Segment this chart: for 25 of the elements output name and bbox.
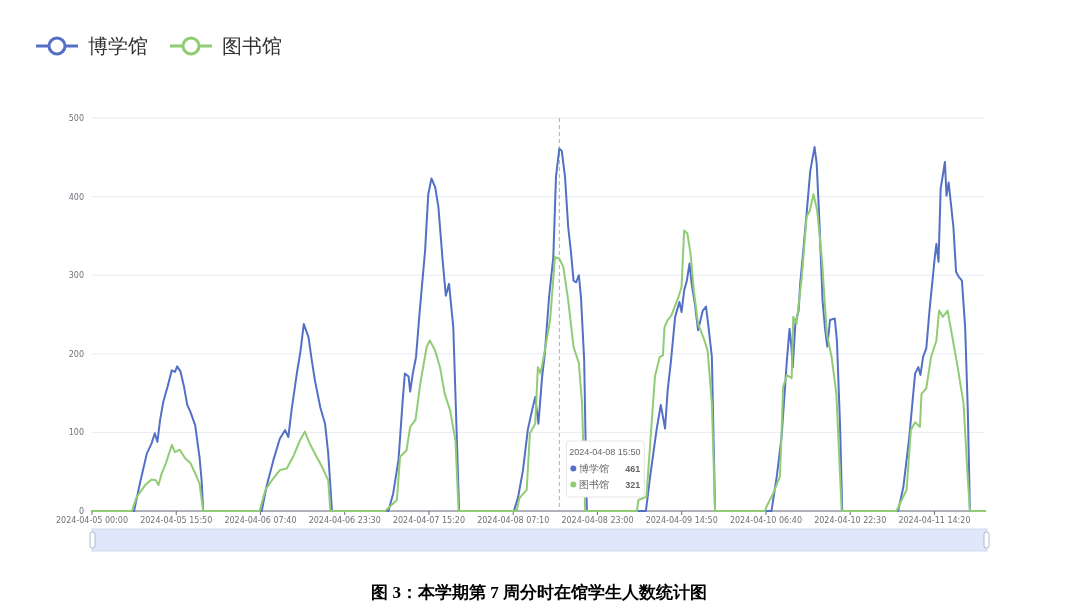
text: 图 3：本学期第 7 周分时在馆学生人数统计图 bbox=[371, 583, 707, 602]
x-tick-label: 2024-04-05 00:00 bbox=[55, 516, 129, 525]
x-tick-label: 2024-04-09 14:50 bbox=[645, 516, 718, 525]
y-tick-label: 0 bbox=[78, 507, 84, 516]
y-tick-label: 300 bbox=[68, 271, 84, 281]
y-tick-label: 500 bbox=[68, 114, 84, 123]
x-tick-label: 2024-04-10 06:40 bbox=[729, 516, 803, 525]
x-tick-label: 2024-04-08 07:10 bbox=[477, 516, 550, 525]
x-tick-label: 2024-04-10 22:30 bbox=[814, 516, 887, 525]
annotation: 461 bbox=[625, 464, 641, 474]
annotation: 博学馆 bbox=[579, 463, 610, 474]
x-tick-label: 2024-04-06 23:30 bbox=[308, 516, 381, 525]
x-tick-label: 2024-04-06 07:40 bbox=[224, 516, 297, 525]
y-tick-label: 400 bbox=[68, 192, 84, 202]
x-tick-label: 2024-04-05 15:50 bbox=[140, 516, 213, 525]
annotation: 图书馆 bbox=[579, 479, 610, 490]
x-tick-label: 2024-04-07 15:20 bbox=[392, 516, 466, 525]
annotation: 321 bbox=[625, 480, 641, 490]
legend-label: 图书馆 bbox=[222, 34, 282, 58]
y-tick-label: 100 bbox=[68, 428, 84, 438]
annotation: 2024-04-08 15:50 bbox=[569, 447, 641, 457]
y-tick-label: 200 bbox=[68, 349, 84, 359]
legend-label: 博学馆 bbox=[88, 34, 148, 58]
x-tick-label: 2024-04-08 23:00 bbox=[561, 516, 634, 525]
x-tick-label: 2024-04-11 14:20 bbox=[898, 516, 971, 525]
